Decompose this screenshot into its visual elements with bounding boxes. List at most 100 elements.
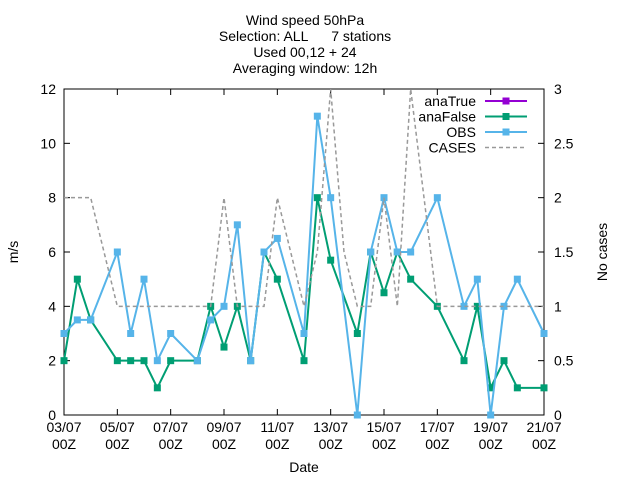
- legend-marker: [502, 113, 510, 120]
- y-tick-label: 0: [48, 407, 56, 423]
- x-axis-label: Date: [289, 459, 319, 475]
- data-point: [473, 275, 481, 283]
- data-point: [60, 357, 68, 365]
- x-tick-label: 19/07 00Z: [473, 419, 508, 452]
- data-point: [487, 411, 495, 419]
- y-tick-label: 6: [48, 244, 56, 260]
- data-point: [60, 330, 68, 337]
- data-point: [473, 302, 481, 310]
- y-tick-label: 8: [48, 190, 56, 206]
- legend-label: anaFalse: [418, 109, 476, 125]
- data-point: [260, 248, 268, 256]
- x-tick-label-line: 00Z: [425, 436, 450, 452]
- x-tick-label: 13/07 00Z: [313, 419, 348, 452]
- data-point: [460, 302, 468, 310]
- x-tick-label-line: 11/07: [260, 419, 294, 435]
- data-point: [487, 384, 495, 392]
- y-tick-label: 10: [40, 135, 56, 151]
- chart-title: Used 00,12 + 24: [253, 44, 356, 60]
- x-tick-label-line: 00Z: [159, 436, 184, 452]
- y2-tick-label: 0: [554, 407, 562, 423]
- data-point: [367, 248, 375, 256]
- x-tick-label-line: 00Z: [372, 436, 397, 452]
- legend-marker: [502, 128, 510, 136]
- data-point: [113, 357, 121, 365]
- y-axis-label: m/s: [5, 241, 21, 264]
- x-tick-label: 05/07 00Z: [100, 419, 135, 452]
- y2-tick-label: 1.5: [554, 244, 574, 260]
- data-point: [167, 357, 175, 365]
- x-tick-label-line: 00Z: [212, 436, 237, 452]
- x-tick-label: 11/07 00Z: [260, 419, 294, 452]
- y-tick-label: 12: [40, 81, 56, 97]
- data-point: [113, 248, 121, 256]
- y2-tick-label: 3: [554, 81, 562, 97]
- legend-marker: [502, 97, 510, 105]
- data-point: [140, 275, 148, 283]
- data-point: [353, 330, 361, 337]
- y2-tick-label: 2: [554, 190, 562, 206]
- data-point: [393, 248, 401, 256]
- data-point: [500, 357, 508, 365]
- data-point: [153, 357, 161, 365]
- data-point: [380, 289, 388, 297]
- chart-title: Wind speed 50hPa: [246, 12, 365, 28]
- x-tick-label-line: 09/07: [206, 419, 241, 435]
- data-point: [220, 302, 228, 310]
- data-point: [300, 330, 308, 337]
- data-point: [220, 343, 228, 351]
- y2-axis-label: No cases: [594, 223, 610, 281]
- data-point: [433, 194, 441, 202]
- data-point: [167, 330, 175, 337]
- legend-label: CASES: [429, 140, 476, 156]
- data-point: [353, 411, 361, 419]
- data-point: [313, 194, 321, 202]
- data-point: [407, 275, 415, 283]
- data-point: [87, 316, 95, 324]
- x-tick-label-line: 03/07: [46, 419, 81, 435]
- x-tick-label: 07/07 00Z: [153, 419, 188, 452]
- series-line: [63, 116, 545, 416]
- data-point: [513, 384, 521, 392]
- legend-label: anaTrue: [424, 93, 476, 109]
- x-tick-label-line: 21/07: [526, 419, 561, 435]
- x-tick-label-line: 13/07: [313, 419, 348, 435]
- data-point: [540, 384, 548, 392]
- data-point: [73, 316, 81, 324]
- x-tick-label-line: 17/07: [420, 419, 455, 435]
- y2-tick-label: 1: [554, 298, 562, 314]
- data-point: [153, 384, 161, 392]
- data-point: [273, 275, 281, 283]
- data-point: [327, 256, 335, 264]
- chart-title: Selection: ALL 7 stations: [219, 28, 391, 44]
- data-point: [127, 330, 135, 337]
- x-tick-label: 15/07 00Z: [366, 419, 401, 452]
- chart-title: Averaging window: 12h: [233, 60, 378, 76]
- x-tick-label: 21/07 00Z: [526, 419, 561, 452]
- data-point: [247, 357, 255, 365]
- data-point: [313, 112, 321, 120]
- x-tick-label-line: 00Z: [52, 436, 77, 452]
- data-point: [500, 302, 508, 310]
- data-point: [127, 357, 135, 365]
- x-tick-label: 03/07 00Z: [46, 419, 81, 452]
- data-point: [207, 316, 215, 324]
- x-tick-label-line: 00Z: [319, 436, 344, 452]
- x-tick-label-line: 00Z: [479, 436, 504, 452]
- data-point: [300, 357, 308, 365]
- data-point: [233, 221, 241, 229]
- data-point: [327, 194, 335, 202]
- data-point: [540, 330, 548, 337]
- data-point: [273, 234, 281, 242]
- y2-tick-label: 2.5: [554, 135, 574, 151]
- data-point: [407, 248, 415, 256]
- x-tick-label-line: 05/07: [100, 419, 135, 435]
- data-point: [460, 357, 468, 365]
- x-tick-label: 17/07 00Z: [420, 419, 455, 452]
- x-tick-label-line: 00Z: [265, 436, 290, 452]
- y-tick-label: 4: [48, 298, 56, 314]
- plot-border: [63, 88, 545, 416]
- data-point: [73, 275, 81, 283]
- y2-tick-label: 0.5: [554, 353, 574, 369]
